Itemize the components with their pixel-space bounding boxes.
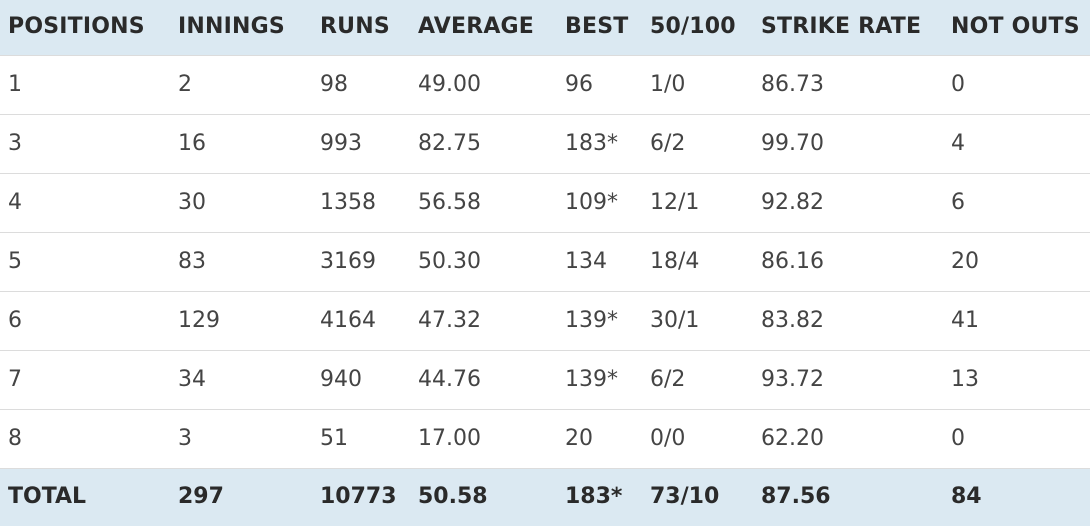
cell-strike-rate: 86.73	[761, 71, 824, 97]
cell-not-outs: 4	[951, 130, 965, 156]
cell-not-outs: 41	[951, 307, 979, 333]
cell-not-outs: 13	[951, 366, 979, 392]
header-innings: INNINGS	[178, 14, 285, 40]
table-row: 1 2 98 49.00 96 1/0 86.73 0	[0, 55, 1090, 114]
total-runs: 10773	[320, 484, 397, 510]
cell-innings: 3	[178, 425, 192, 451]
cell-best: 96	[565, 71, 593, 97]
cell-innings: 16	[178, 130, 206, 156]
cell-position: 4	[8, 189, 22, 215]
cell-position: 7	[8, 366, 22, 392]
cell-innings: 30	[178, 189, 206, 215]
cell-runs: 993	[320, 130, 362, 156]
cell-fifties-hundreds: 18/4	[650, 248, 700, 274]
cell-not-outs: 0	[951, 71, 965, 97]
cell-average: 17.00	[418, 425, 481, 451]
cell-strike-rate: 93.72	[761, 366, 824, 392]
cell-average: 82.75	[418, 130, 481, 156]
table-header-row: POSITIONS INNINGS RUNS AVERAGE BEST 50/1…	[0, 0, 1090, 55]
cell-runs: 51	[320, 425, 348, 451]
cell-best: 109*	[565, 189, 618, 215]
cell-runs: 940	[320, 366, 362, 392]
table-total-row: TOTAL 297 10773 50.58 183* 73/10 87.56 8…	[0, 468, 1090, 526]
table-row: 7 34 940 44.76 139* 6/2 93.72 13	[0, 350, 1090, 409]
total-fifties-hundreds: 73/10	[650, 484, 720, 510]
cell-strike-rate: 86.16	[761, 248, 824, 274]
table-row: 8 3 51 17.00 20 0/0 62.20 0	[0, 409, 1090, 468]
cell-innings: 2	[178, 71, 192, 97]
total-strike-rate: 87.56	[761, 484, 831, 510]
cell-fifties-hundreds: 0/0	[650, 425, 686, 451]
cell-average: 49.00	[418, 71, 481, 97]
cell-best: 139*	[565, 307, 618, 333]
cell-runs: 3169	[320, 248, 376, 274]
cell-not-outs: 0	[951, 425, 965, 451]
cell-fifties-hundreds: 1/0	[650, 71, 686, 97]
cell-fifties-hundreds: 6/2	[650, 366, 686, 392]
cell-fifties-hundreds: 6/2	[650, 130, 686, 156]
header-fifties-hundreds: 50/100	[650, 14, 736, 40]
table-row: 3 16 993 82.75 183* 6/2 99.70 4	[0, 114, 1090, 173]
table-row: 4 30 1358 56.58 109* 12/1 92.82 6	[0, 173, 1090, 232]
table-row: 5 83 3169 50.30 134 18/4 86.16 20	[0, 232, 1090, 291]
cell-not-outs: 20	[951, 248, 979, 274]
cell-runs: 98	[320, 71, 348, 97]
header-average: AVERAGE	[418, 14, 535, 40]
cell-position: 6	[8, 307, 22, 333]
cell-fifties-hundreds: 30/1	[650, 307, 700, 333]
header-strike-rate: STRIKE RATE	[761, 14, 922, 40]
cell-average: 44.76	[418, 366, 481, 392]
cell-innings: 83	[178, 248, 206, 274]
cell-position: 1	[8, 71, 22, 97]
cell-best: 183*	[565, 130, 618, 156]
cell-strike-rate: 99.70	[761, 130, 824, 156]
header-positions: POSITIONS	[8, 14, 145, 40]
cell-runs: 1358	[320, 189, 376, 215]
cell-not-outs: 6	[951, 189, 965, 215]
cell-average: 56.58	[418, 189, 481, 215]
total-average: 50.58	[418, 484, 488, 510]
cell-average: 50.30	[418, 248, 481, 274]
cell-position: 3	[8, 130, 22, 156]
header-runs: RUNS	[320, 14, 390, 40]
cell-fifties-hundreds: 12/1	[650, 189, 700, 215]
cell-best: 20	[565, 425, 593, 451]
total-best: 183*	[565, 484, 623, 510]
header-best: BEST	[565, 14, 629, 40]
table-row: 6 129 4164 47.32 139* 30/1 83.82 41	[0, 291, 1090, 350]
cell-runs: 4164	[320, 307, 376, 333]
cell-strike-rate: 92.82	[761, 189, 824, 215]
cell-position: 8	[8, 425, 22, 451]
total-label: TOTAL	[8, 484, 87, 510]
cell-position: 5	[8, 248, 22, 274]
cell-strike-rate: 83.82	[761, 307, 824, 333]
total-innings: 297	[178, 484, 224, 510]
cell-best: 134	[565, 248, 607, 274]
header-not-outs: NOT OUTS	[951, 14, 1080, 40]
cell-innings: 129	[178, 307, 220, 333]
cell-best: 139*	[565, 366, 618, 392]
cell-strike-rate: 62.20	[761, 425, 824, 451]
cell-innings: 34	[178, 366, 206, 392]
total-not-outs: 84	[951, 484, 982, 510]
cell-average: 47.32	[418, 307, 481, 333]
